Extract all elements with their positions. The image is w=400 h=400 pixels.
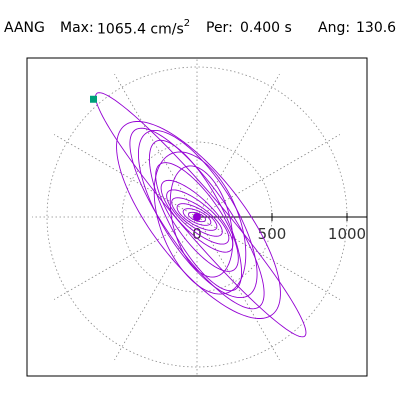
max-value-exponent: 2: [183, 18, 191, 29]
orbit-traces: [95, 92, 307, 338]
radial-tick-label-0: 0: [192, 225, 202, 243]
orbit-trace-1: [116, 121, 281, 319]
grid-spoke-30: [196, 134, 341, 218]
period-value: 0.400 s: [240, 20, 292, 36]
orbit-trace-0: [95, 92, 307, 338]
orbit-trace-12: [182, 208, 212, 226]
orbit-trace-7: [169, 165, 234, 278]
radial-axis: 0 500 1000: [192, 213, 367, 243]
grid-spoke-150: [53, 134, 198, 218]
orbit-center-point: [193, 213, 201, 221]
grid-spoke-60: [196, 73, 280, 218]
angle-value: 130.6: [356, 20, 397, 36]
orbit-trace-13: [187, 211, 207, 223]
radial-tick-label-1000: 1000: [328, 225, 366, 243]
grid-spoke-300: [196, 216, 280, 361]
grid-spoke-120: [114, 73, 198, 218]
grid-spoke-330: [196, 216, 341, 300]
orbit-trace-5: [153, 151, 247, 295]
max-value-text: 1065.4 cm/s: [97, 21, 184, 38]
grid-spoke-210: [53, 216, 198, 300]
max-value: 1065.4 cm/s2: [97, 18, 191, 38]
orbit-trace-8: [160, 179, 234, 253]
radial-tick-label-500: 500: [258, 225, 287, 243]
orbit-trace-6: [155, 162, 239, 272]
station-code: AANG: [4, 20, 45, 36]
angle-label: Ang:: [318, 20, 351, 36]
markers: [90, 95, 97, 103]
orbit-trace-10: [171, 197, 223, 237]
max-label: Max:: [60, 20, 94, 36]
period-label: Per:: [206, 20, 233, 36]
orbit-trace-11: [176, 203, 218, 231]
peak-marker: [90, 95, 97, 103]
orbit-trace-3: [137, 129, 258, 299]
chart-header: AANG Max: 1065.4 cm/s2 Per: 0.400 s Ang:…: [0, 18, 400, 44]
grid-spoke-240: [114, 216, 198, 361]
orbit-trace-9: [166, 189, 230, 245]
